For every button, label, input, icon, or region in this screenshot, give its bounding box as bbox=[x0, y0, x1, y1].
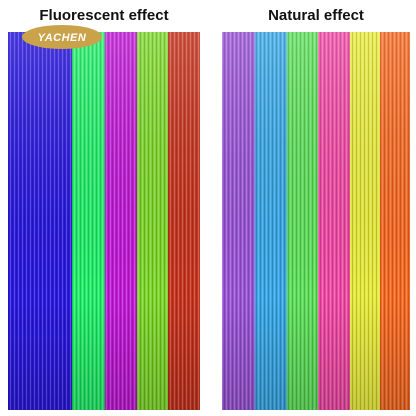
natural-panel bbox=[222, 32, 410, 410]
logo-text: YACHEN bbox=[38, 32, 87, 44]
logo-badge bbox=[22, 25, 102, 49]
fringe-shading bbox=[8, 32, 200, 410]
fluorescent-panel bbox=[8, 32, 200, 410]
panel-title: Fluorescent effect bbox=[39, 7, 168, 24]
fringe-shading bbox=[222, 32, 410, 410]
panel-title: Natural effect bbox=[268, 7, 364, 24]
